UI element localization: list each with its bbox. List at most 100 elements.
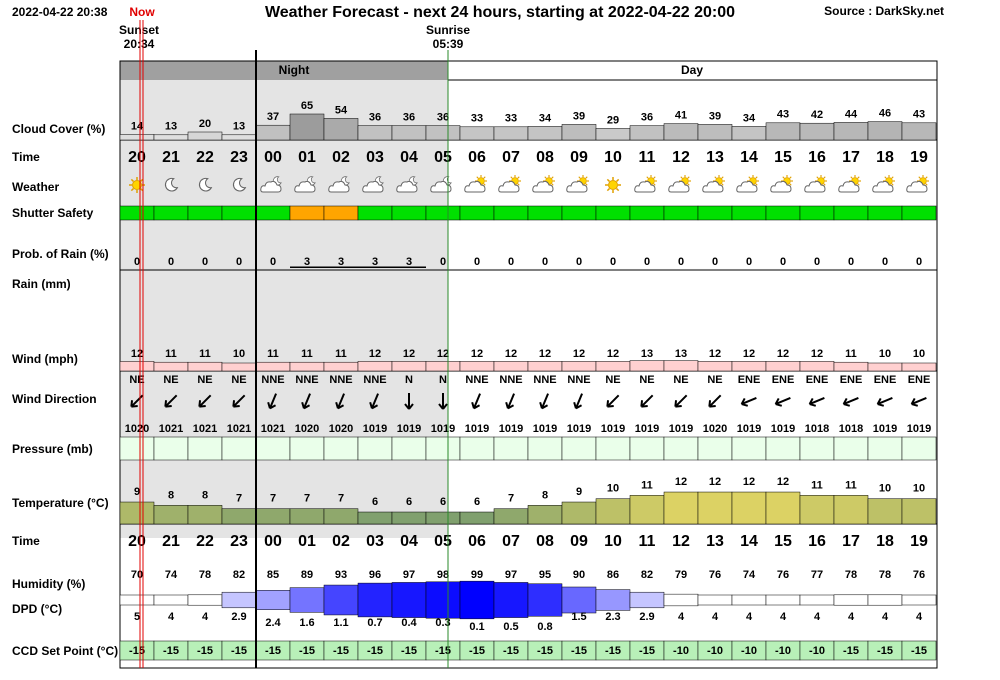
- hour-label: 00: [264, 149, 282, 166]
- cloud-bar: [765, 122, 801, 141]
- sun-ray: [687, 183, 690, 186]
- value-label: 33: [471, 113, 483, 125]
- sun-ray: [850, 176, 853, 179]
- value-label: -10: [707, 645, 723, 657]
- hour-label: 01: [298, 533, 316, 550]
- sunrise-time: 05:39: [433, 37, 464, 51]
- hour-label: 03: [366, 533, 384, 550]
- value-label: NNE: [329, 374, 352, 386]
- row-label: Shutter Safety: [12, 206, 94, 220]
- wind-bar: [119, 361, 155, 372]
- rain-prob-bar: [392, 266, 426, 269]
- humidity-bar: [493, 582, 529, 618]
- wind-bar: [323, 361, 359, 372]
- value-label: 0: [508, 256, 514, 268]
- cloud-icon: [668, 180, 690, 193]
- wind-bar: [391, 361, 427, 372]
- value-label: 10: [879, 348, 891, 360]
- hour-label: 04: [400, 149, 418, 166]
- value-label: 0: [474, 256, 480, 268]
- value-label: 39: [573, 110, 585, 122]
- temperature-bar: [731, 491, 767, 525]
- value-label: 0: [882, 256, 888, 268]
- cloud-icon: [294, 180, 316, 193]
- temperature-bar: [561, 501, 597, 525]
- cloud-icon: [430, 180, 452, 193]
- value-label: 6: [406, 496, 412, 508]
- value-label: 42: [811, 109, 823, 121]
- wind-arrow: [301, 393, 311, 410]
- sun-ray: [476, 176, 479, 179]
- temperature-bar: [187, 505, 223, 525]
- sun-ray: [578, 176, 581, 179]
- value-label: 3: [406, 256, 412, 268]
- hour-label: 17: [842, 533, 860, 550]
- wind-arrow: [471, 393, 481, 410]
- hour-label: 13: [706, 533, 724, 550]
- value-label: 99: [471, 569, 483, 581]
- moon-icon: [232, 177, 247, 192]
- value-label: 79: [675, 569, 687, 581]
- value-label: 10: [879, 483, 891, 495]
- value-label: -10: [673, 645, 689, 657]
- pressure-cell: [867, 436, 903, 461]
- night-label: Night: [279, 63, 310, 77]
- shutter-cell: [357, 205, 393, 221]
- sun-ray: [721, 176, 724, 179]
- pressure-cell: [255, 436, 291, 461]
- value-label: 1019: [635, 423, 659, 435]
- pressure-cell: [629, 436, 665, 461]
- value-label: 1021: [193, 423, 217, 435]
- pressure-cell: [323, 436, 359, 461]
- hour-label: 05: [434, 533, 452, 550]
- hour-label: 08: [536, 149, 554, 166]
- value-label: 13: [641, 348, 653, 360]
- cloud-icon: [702, 180, 724, 193]
- hour-label: 18: [876, 149, 894, 166]
- value-label: ENE: [840, 374, 863, 386]
- cloud-bar: [867, 121, 903, 141]
- pressure-cell: [595, 436, 631, 461]
- wind-arrow: [404, 393, 414, 410]
- sun-ray: [925, 183, 928, 186]
- cloud-icon: [260, 180, 282, 193]
- value-label: NE: [707, 374, 722, 386]
- sun-ray: [891, 183, 894, 186]
- value-label: 11: [301, 348, 313, 360]
- sun-ray: [687, 176, 690, 179]
- value-label: 11: [199, 348, 211, 360]
- value-label: NE: [231, 374, 246, 386]
- cloud-bar: [731, 126, 767, 141]
- pressure-cell: [221, 436, 257, 461]
- cloud-bar: [357, 125, 393, 141]
- pressure-cell: [187, 436, 223, 461]
- cloud-bar: [425, 125, 461, 141]
- hour-label: 02: [332, 149, 350, 166]
- value-label: 1019: [465, 423, 489, 435]
- pressure-cell: [765, 436, 801, 461]
- value-label: ENE: [738, 374, 761, 386]
- value-label: 54: [335, 104, 348, 116]
- value-label: 34: [539, 112, 552, 124]
- hour-label: 10: [604, 149, 622, 166]
- value-label: -15: [299, 645, 315, 657]
- sun-ray: [857, 183, 860, 186]
- value-label: 12: [811, 348, 823, 360]
- value-label: 11: [845, 479, 857, 491]
- hour-label: 22: [196, 533, 214, 550]
- pressure-cell: [561, 436, 597, 461]
- value-label: 1021: [159, 423, 183, 435]
- value-label: 1018: [805, 423, 829, 435]
- cloud-bar: [119, 134, 155, 141]
- value-label: 95: [539, 569, 551, 581]
- value-label: 4: [814, 611, 821, 623]
- row-label: Prob. of Rain (%): [12, 247, 109, 261]
- wind-arrow: [130, 394, 144, 408]
- cloud-bar: [153, 134, 189, 141]
- cloud-bar: [493, 126, 529, 141]
- hour-label: 12: [672, 149, 690, 166]
- value-label: 12: [607, 348, 619, 360]
- pressure-cell: [731, 436, 767, 461]
- pressure-cell: [153, 436, 189, 461]
- value-label: 12: [777, 476, 789, 488]
